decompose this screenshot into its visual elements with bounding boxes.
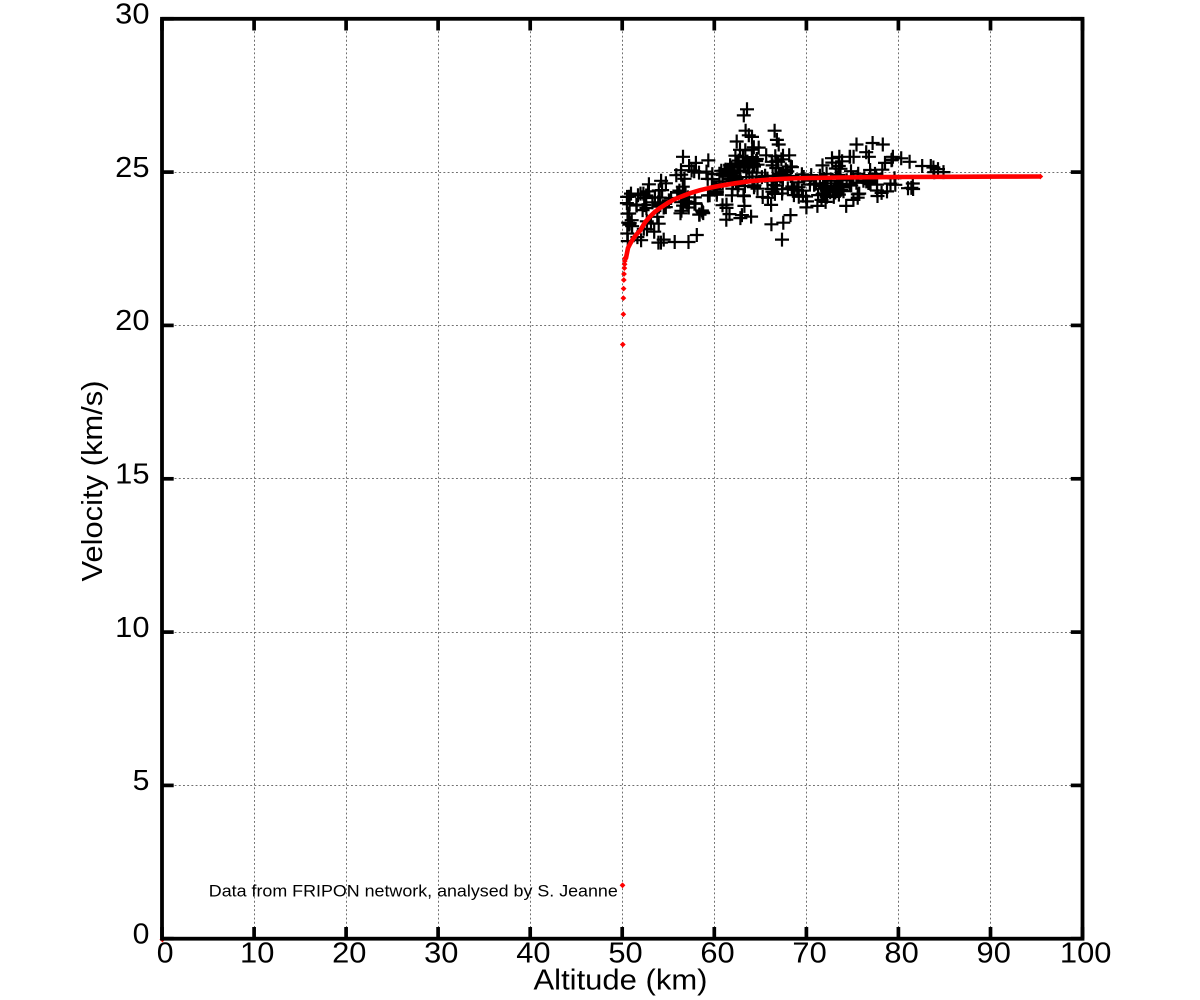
- svg-text:70: 70: [792, 937, 826, 969]
- svg-text:30: 30: [115, 0, 149, 31]
- svg-text:15: 15: [115, 459, 149, 491]
- svg-text:Altitude (km): Altitude (km): [534, 965, 708, 997]
- svg-text:10: 10: [115, 612, 149, 644]
- svg-text:90: 90: [977, 937, 1011, 969]
- svg-text:Data from FRIPON network, anal: Data from FRIPON network, analysed by S.…: [209, 883, 618, 901]
- svg-text:80: 80: [884, 937, 918, 969]
- svg-text:60: 60: [700, 937, 734, 969]
- svg-text:5: 5: [133, 765, 150, 797]
- svg-text:20: 20: [332, 937, 366, 969]
- svg-text:30: 30: [424, 937, 458, 969]
- svg-text:40: 40: [516, 937, 550, 969]
- svg-text:50: 50: [608, 937, 642, 969]
- svg-text:20: 20: [115, 305, 149, 337]
- svg-text:0: 0: [157, 937, 174, 969]
- svg-text:Velocity (km/s): Velocity (km/s): [77, 381, 109, 582]
- svg-text:10: 10: [240, 937, 274, 969]
- svg-text:0: 0: [133, 918, 150, 950]
- svg-text:25: 25: [115, 152, 149, 184]
- svg-text:100: 100: [1060, 937, 1112, 969]
